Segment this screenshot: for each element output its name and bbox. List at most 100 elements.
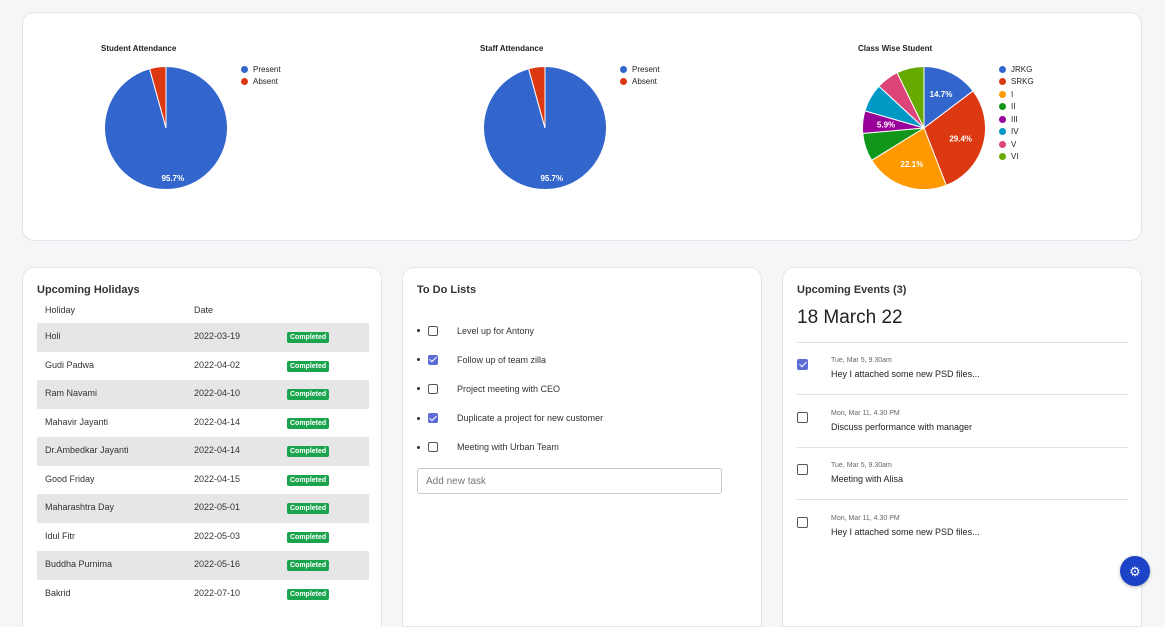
event-time: Tue, Mar 5, 9.30am (831, 462, 892, 469)
holiday-date: 2022-05-16 (194, 559, 241, 569)
status-badge: Completed (287, 503, 330, 514)
todo-checkbox[interactable] (428, 442, 438, 453)
holiday-name: Buddha Purnima (45, 559, 113, 569)
todo-card: To Do Lists Level up for Antony Follow up… (402, 267, 762, 627)
table-row: Gudi Padwa 2022-04-02 Completed (37, 352, 369, 381)
table-row: Buddha Purnima 2022-05-16 Completed (37, 551, 369, 580)
legend-label: II (1011, 102, 1016, 112)
todo-label: Duplicate a project for new customer (457, 413, 604, 424)
todo-checkbox[interactable] (428, 354, 438, 365)
status-badge: Completed (287, 389, 330, 400)
legend-swatch (999, 103, 1006, 111)
todo-item: Project meeting with CEO (417, 374, 603, 403)
legend-item: Present (620, 63, 660, 76)
legend-label: JRKG (1011, 64, 1033, 74)
holiday-name: Bakrid (45, 587, 71, 598)
add-task-input[interactable] (417, 468, 722, 494)
todo-label: Level up for Antony (457, 325, 535, 336)
event-item[interactable]: Mon, Mar 11, 4.30 PM Discuss performance … (797, 410, 1128, 450)
event-checkbox[interactable] (797, 411, 808, 423)
event-time: Mon, Mar 11, 4.30 PM (831, 514, 900, 522)
status-badge: Completed (287, 560, 330, 571)
todo-checkbox[interactable] (428, 325, 438, 336)
class-wise-student-title: Class Wise Student (858, 44, 933, 53)
status-badge: Completed (287, 332, 330, 343)
event-item[interactable]: Tue, Mar 5, 9.30am Hey I attached some ne… (797, 357, 1128, 397)
table-row: Idul Fitr 2022-05-03 Completed (37, 523, 369, 552)
todo-label: Project meeting with CEO (457, 383, 561, 394)
holiday-date: 2022-07-10 (194, 587, 241, 598)
status-badge: Completed (287, 446, 330, 457)
pie-slice (896, 65, 925, 129)
bullet-icon (417, 445, 420, 449)
todo-label: Follow up of team zilla (457, 354, 547, 365)
todo-item: Follow up of team zilla (417, 345, 603, 374)
legend-label: III (1011, 114, 1018, 124)
todo-title: To Do Lists (417, 284, 477, 296)
table-row: Ram Navami 2022-04-10 Completed (37, 380, 369, 409)
holidays-table: Holi 2022-03-19 Completed Gudi Padwa 2022-04… (37, 323, 369, 608)
legend-item: VI (999, 151, 1034, 164)
upcoming-holidays-title: Upcoming Holidays (37, 284, 140, 296)
legend-item: II (999, 101, 1034, 114)
holiday-name: Gudi Padwa (45, 359, 95, 370)
event-checkbox[interactable] (797, 464, 808, 475)
todo-checkbox[interactable] (428, 383, 438, 394)
pie-slice (870, 127, 947, 190)
status-badge: Completed (287, 531, 330, 543)
legend-label: I (1011, 89, 1014, 99)
holiday-name: Mahavir Jayanti (45, 416, 109, 427)
event-checkbox[interactable] (797, 516, 808, 528)
legend-item: JRKG (999, 63, 1034, 76)
divider (797, 342, 1128, 343)
table-row: Mahavir Jayanti 2022-04-14 Completed (37, 409, 369, 438)
bullet-icon (417, 387, 420, 391)
legend-item: III (999, 113, 1034, 126)
event-description: Meeting with Alisa (831, 474, 904, 484)
todo-item: Meeting with Urban Team (417, 433, 603, 462)
event-time: Mon, Mar 11, 4.30 PM (831, 409, 900, 417)
table-row: Maharashtra Day 2022-05-01 Completed (37, 494, 369, 523)
legend-item: I (999, 88, 1034, 101)
data-label: 29.4% (949, 134, 972, 143)
holiday-date: 2022-04-14 (194, 445, 241, 455)
staff-attendance-title: Staff Attendance (480, 44, 544, 53)
divider (797, 499, 1128, 500)
legend-label: IV (1011, 127, 1019, 137)
legend-swatch (999, 90, 1006, 98)
upcoming-events-title: Upcoming Events (3) (797, 284, 907, 296)
table-row: Dr.Ambedkar Jayanti 2022-04-14 Completed (37, 437, 369, 466)
data-label: 95.7% (540, 174, 563, 183)
bullet-icon (417, 358, 420, 362)
student-attendance-title: Student Attendance (101, 44, 177, 53)
holiday-date: 2022-04-15 (194, 473, 241, 484)
class-wise-student-chart: 14.7% 29.4% 22.1% 5.9% (862, 65, 986, 190)
holiday-name: Good Friday (45, 473, 95, 484)
status-badge: Completed (287, 588, 330, 600)
legend-label: Present (253, 64, 281, 74)
legend-swatch (999, 153, 1006, 161)
staff-attendance-chart: 95.7% (483, 65, 607, 190)
event-description: Hey I attached some new PSD files... (831, 526, 980, 537)
table-row: Bakrid 2022-07-10 Completed (37, 580, 369, 609)
student-attendance-legend: Present Absent (241, 63, 281, 88)
legend-item: Absent (620, 76, 660, 89)
todo-item: Duplicate a project for new customer (417, 404, 603, 433)
table-row: Good Friday 2022-04-15 Completed (37, 466, 369, 495)
pie-slice (923, 90, 986, 186)
legend-swatch (241, 65, 248, 73)
legend-swatch (999, 128, 1006, 136)
event-checkbox[interactable] (797, 359, 808, 370)
divider (797, 446, 1128, 448)
event-item[interactable]: Mon, Mar 11, 4.30 PM Hey I attached some … (797, 515, 1128, 555)
legend-swatch (241, 78, 248, 86)
settings-button[interactable]: ⚙ (1120, 556, 1150, 586)
class-wise-student-legend: JRKG SRKG I II III IV V VI (999, 63, 1034, 163)
charts-card: Student Attendance 95.7% Present Absent S… (22, 12, 1142, 241)
todo-checkbox[interactable] (428, 413, 438, 424)
holiday-column-header: Holiday (45, 305, 76, 315)
event-item[interactable]: Tue, Mar 5, 9.30am Meeting with Alisa (797, 462, 1128, 502)
legend-swatch (620, 65, 627, 73)
event-description: Hey I attached some new PSD files... (831, 369, 980, 379)
data-label: 5.9% (877, 120, 895, 129)
